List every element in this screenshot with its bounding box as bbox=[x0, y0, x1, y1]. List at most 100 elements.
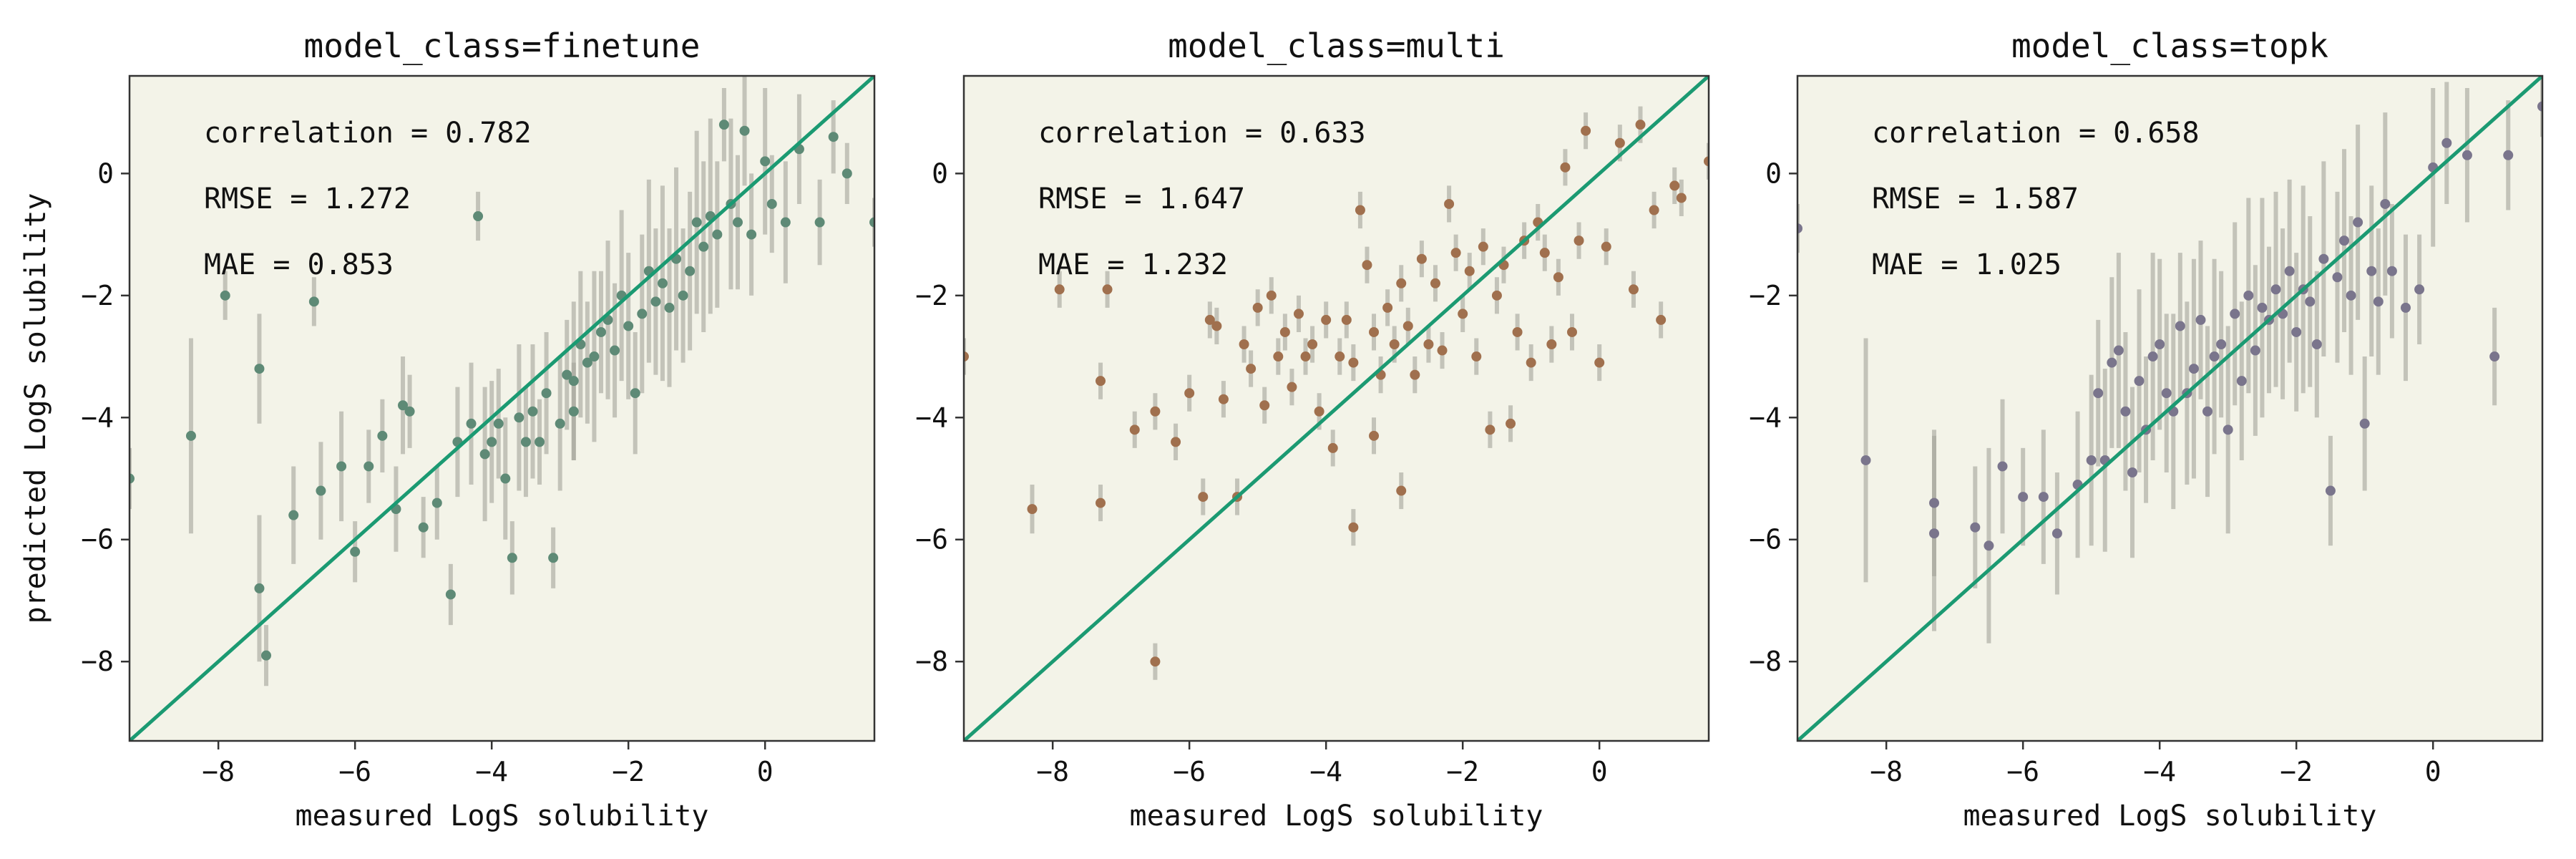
data-point bbox=[1239, 339, 1249, 350]
data-point bbox=[1471, 351, 1482, 362]
data-point bbox=[1649, 205, 1659, 215]
y-tick-label: −2 bbox=[1749, 280, 1782, 311]
data-point bbox=[254, 364, 265, 374]
data-point bbox=[1307, 339, 1318, 350]
data-point bbox=[1171, 437, 1181, 447]
data-point bbox=[1970, 522, 1981, 533]
data-point bbox=[527, 406, 538, 417]
data-point bbox=[1348, 357, 1359, 368]
data-point bbox=[766, 198, 777, 209]
plot-content bbox=[130, 76, 874, 741]
data-point bbox=[562, 369, 572, 380]
data-point bbox=[1491, 290, 1502, 301]
data-point bbox=[1096, 376, 1106, 387]
data-point bbox=[1410, 369, 1420, 380]
y-tick-label: −6 bbox=[1749, 524, 1782, 555]
data-point bbox=[2291, 326, 2302, 337]
data-point bbox=[1204, 314, 1215, 325]
data-point bbox=[780, 217, 791, 228]
data-point bbox=[630, 388, 640, 399]
x-tick-label: −2 bbox=[2280, 756, 2313, 787]
data-point bbox=[650, 296, 661, 307]
data-point bbox=[1539, 248, 1550, 258]
data-point bbox=[2230, 309, 2240, 319]
data-point bbox=[2051, 528, 2062, 539]
data-point bbox=[404, 406, 415, 417]
data-point bbox=[1581, 125, 1591, 136]
data-point bbox=[2380, 198, 2391, 209]
data-point bbox=[1485, 424, 1496, 435]
data-point bbox=[308, 296, 319, 307]
data-point bbox=[1102, 284, 1113, 295]
y-tick-label: −2 bbox=[915, 280, 948, 311]
x-tick-label: −6 bbox=[1173, 756, 1206, 787]
data-point bbox=[336, 461, 347, 472]
data-point bbox=[220, 290, 230, 301]
data-point bbox=[1348, 522, 1359, 533]
data-point bbox=[1704, 156, 1709, 167]
data-point bbox=[1601, 241, 1611, 252]
data-point bbox=[2332, 272, 2343, 283]
data-point bbox=[1362, 260, 1372, 271]
data-point bbox=[718, 120, 729, 130]
data-point bbox=[1797, 223, 1802, 234]
data-point bbox=[500, 473, 511, 484]
data-point bbox=[1266, 290, 1277, 301]
x-tick-label: −2 bbox=[1446, 756, 1479, 787]
x-tick-label: −4 bbox=[1309, 756, 1342, 787]
data-point bbox=[2353, 217, 2363, 228]
data-point bbox=[2175, 321, 2185, 331]
data-point bbox=[2503, 150, 2514, 160]
data-point bbox=[1252, 302, 1263, 313]
data-point bbox=[2318, 253, 2329, 264]
data-point bbox=[1450, 248, 1461, 258]
data-point bbox=[1929, 498, 1940, 508]
data-point bbox=[2250, 345, 2260, 356]
data-point bbox=[739, 125, 750, 136]
data-point bbox=[1355, 205, 1365, 215]
data-point bbox=[678, 290, 688, 301]
x-tick-label: −8 bbox=[202, 756, 235, 787]
x-tick-label: −2 bbox=[612, 756, 645, 787]
data-point bbox=[1594, 357, 1605, 368]
data-point bbox=[520, 437, 531, 447]
data-point bbox=[1150, 406, 1161, 417]
x-tick-label: −8 bbox=[1870, 756, 1903, 787]
data-point bbox=[431, 498, 442, 508]
data-point bbox=[746, 229, 757, 240]
x-tick-label: −6 bbox=[2006, 756, 2039, 787]
data-point bbox=[1416, 253, 1427, 264]
data-point bbox=[2120, 406, 2131, 417]
x-tick-label: −4 bbox=[475, 756, 508, 787]
panel-1: −8 −6 −4 −2 0 −8 −6 −4 −2 0 model_class=finetuneme… bbox=[19, 26, 876, 833]
data-point bbox=[1464, 266, 1475, 276]
data-point bbox=[1369, 430, 1380, 441]
data-point bbox=[1396, 278, 1407, 288]
data-point bbox=[2195, 314, 2206, 325]
plot-frame bbox=[962, 74, 1710, 742]
data-point bbox=[1478, 241, 1488, 252]
data-point bbox=[1423, 339, 1434, 350]
data-point bbox=[698, 241, 709, 252]
data-point bbox=[1512, 326, 1523, 337]
data-point bbox=[2155, 339, 2165, 350]
data-point bbox=[685, 266, 696, 276]
data-point bbox=[1054, 284, 1065, 295]
data-point bbox=[1279, 326, 1290, 337]
data-point bbox=[691, 217, 702, 228]
plot-content bbox=[964, 76, 1709, 741]
data-point bbox=[1574, 236, 1584, 246]
data-point bbox=[1676, 193, 1687, 203]
plot-content bbox=[1797, 76, 2542, 741]
identity-line bbox=[964, 76, 1709, 741]
data-point bbox=[487, 437, 497, 447]
stat-annotation: RMSE = 1.587 bbox=[1872, 183, 2079, 215]
y-tick-label: −8 bbox=[1749, 646, 1782, 677]
x-tick-label: −6 bbox=[338, 756, 371, 787]
data-point bbox=[2400, 302, 2411, 313]
data-point bbox=[541, 388, 552, 399]
data-point bbox=[2386, 266, 2397, 276]
data-point bbox=[1635, 120, 1646, 130]
data-point bbox=[514, 412, 525, 423]
data-point bbox=[548, 553, 559, 563]
